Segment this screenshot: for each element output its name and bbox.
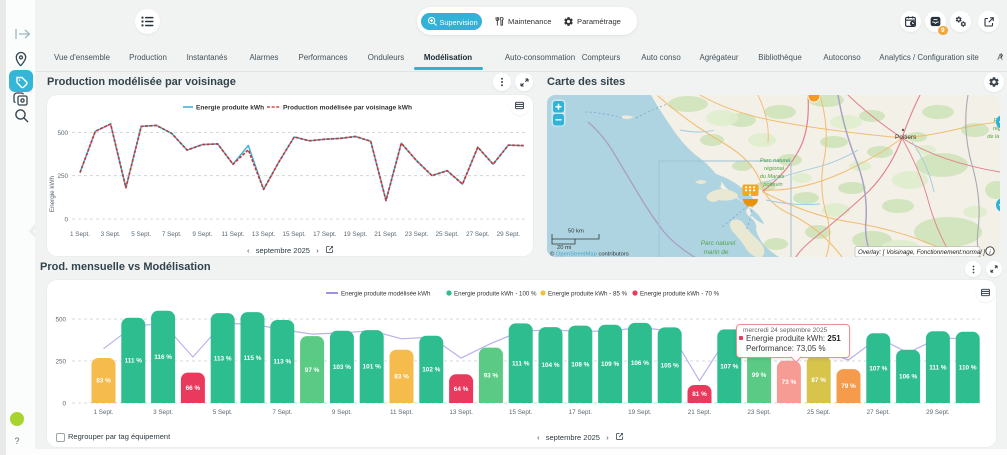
svg-text:5 Sept.: 5 Sept. xyxy=(213,409,233,416)
svg-text:© OpenStreetMap contributors: © OpenStreetMap contributors xyxy=(550,251,629,258)
svg-text:250: 250 xyxy=(57,173,68,180)
svg-text:17 Sept.: 17 Sept. xyxy=(569,409,593,416)
svg-text:3 Sept.: 3 Sept. xyxy=(153,409,173,416)
svg-text:111 %: 111 % xyxy=(929,364,947,371)
svg-text:25 Sept.: 25 Sept. xyxy=(435,231,459,238)
svg-text:105 %: 105 % xyxy=(661,362,679,369)
svg-text:29 Sept.: 29 Sept. xyxy=(926,409,950,416)
svg-text:23 Sept.: 23 Sept. xyxy=(747,409,771,416)
svg-text:107 %: 107 % xyxy=(720,363,738,370)
svg-text:73 %: 73 % xyxy=(782,379,797,386)
svg-text:83 %: 83 % xyxy=(394,374,409,381)
svg-text:13 Sept.: 13 Sept. xyxy=(252,231,276,238)
svg-text:64 %: 64 % xyxy=(454,386,469,393)
svg-text:106 %: 106 % xyxy=(899,374,917,381)
svg-text:106 %: 106 % xyxy=(631,360,649,367)
svg-text:du Marais: du Marais xyxy=(760,174,785,180)
svg-text:113 %: 113 % xyxy=(214,355,232,362)
svg-text:0: 0 xyxy=(62,401,66,408)
svg-text:1 Sept.: 1 Sept. xyxy=(70,231,90,238)
svg-text:de la B: de la B xyxy=(987,134,1000,140)
svg-text:7 Sept.: 7 Sept. xyxy=(272,409,292,416)
svg-text:107 %: 107 % xyxy=(869,365,887,372)
svg-text:102 %: 102 % xyxy=(422,367,440,374)
svg-text:83 %: 83 % xyxy=(96,378,111,385)
svg-text:101 %: 101 % xyxy=(363,364,381,371)
svg-text:29 Sept.: 29 Sept. xyxy=(497,231,521,238)
svg-text:Energie produite modélisée kWh: Energie produite modélisée kWh xyxy=(341,291,431,298)
svg-text:?: ? xyxy=(14,436,19,446)
svg-text:Parc naturel: Parc naturel xyxy=(760,158,791,164)
svg-text:97 %: 97 % xyxy=(305,367,320,374)
svg-text:Overlay: [ Voisinage, Fonction: Overlay: [ Voisinage, Fonctionnement:nor… xyxy=(858,249,985,256)
svg-text:9 Sept.: 9 Sept. xyxy=(332,409,352,416)
svg-text:103 %: 103 % xyxy=(333,364,351,371)
svg-text:1 Sept.: 1 Sept. xyxy=(94,409,114,416)
svg-text:27 Sept.: 27 Sept. xyxy=(867,409,891,416)
svg-text:i: i xyxy=(989,249,991,256)
svg-text:50 km: 50 km xyxy=(568,229,584,235)
svg-text:15 Sept.: 15 Sept. xyxy=(282,231,306,238)
svg-text:111 %: 111 % xyxy=(125,358,143,365)
svg-text:3 Sept.: 3 Sept. xyxy=(101,231,121,238)
svg-text:7 Sept.: 7 Sept. xyxy=(162,231,182,238)
svg-text:5 Sept.: 5 Sept. xyxy=(131,231,151,238)
svg-text:93 %: 93 % xyxy=(484,373,499,380)
svg-text:87 %: 87 % xyxy=(811,377,826,384)
svg-text:Energie produite kWh - 100 %: Energie produite kWh - 100 % xyxy=(454,291,537,298)
svg-text:111 %: 111 % xyxy=(512,360,530,367)
svg-text:poitevin: poitevin xyxy=(762,182,782,188)
svg-text:81 %: 81 % xyxy=(692,391,707,398)
svg-text:109 %: 109 % xyxy=(601,361,619,368)
svg-text:17 Sept.: 17 Sept. xyxy=(313,231,337,238)
svg-text:116 %: 116 % xyxy=(154,354,172,361)
svg-text:500: 500 xyxy=(55,317,66,324)
svg-text:79 %: 79 % xyxy=(841,383,856,390)
svg-text:11 Sept.: 11 Sept. xyxy=(222,231,245,238)
svg-text:27 Sept.: 27 Sept. xyxy=(466,231,490,238)
svg-text:250: 250 xyxy=(55,359,66,366)
svg-text:15 Sept.: 15 Sept. xyxy=(509,409,533,416)
svg-text:11 Sept.: 11 Sept. xyxy=(390,409,413,416)
svg-text:104 %: 104 % xyxy=(541,362,559,369)
svg-text:13 Sept.: 13 Sept. xyxy=(449,409,473,416)
svg-text:25 Sept.: 25 Sept. xyxy=(807,409,831,416)
svg-text:9 Sept.: 9 Sept. xyxy=(192,231,212,238)
svg-text:Parc naturel: Parc naturel xyxy=(701,240,736,247)
svg-text:500: 500 xyxy=(57,130,68,137)
svg-text:21 Sept.: 21 Sept. xyxy=(688,409,712,416)
svg-text:66 %: 66 % xyxy=(186,385,201,392)
svg-text:20 mi: 20 mi xyxy=(557,245,571,251)
svg-text:Energie produite kWh - 85 %: Energie produite kWh - 85 % xyxy=(548,291,628,298)
svg-text:108 %: 108 % xyxy=(571,362,589,369)
svg-text:Poitiers: Poitiers xyxy=(895,134,916,141)
svg-text:marin de: marin de xyxy=(704,249,729,256)
svg-text:113 %: 113 % xyxy=(273,359,291,366)
svg-text:99 %: 99 % xyxy=(752,372,767,379)
svg-text:21 Sept.: 21 Sept. xyxy=(374,231,398,238)
svg-text:régional: régional xyxy=(764,166,785,172)
svg-text:Energie produite kWh - 70 %: Energie produite kWh - 70 % xyxy=(640,291,720,298)
svg-text:Production modélisée par voisi: Production modélisée par voisinage kWh xyxy=(283,105,412,112)
svg-text:19 Sept.: 19 Sept. xyxy=(344,231,368,238)
svg-text:19 Sept.: 19 Sept. xyxy=(628,409,652,416)
svg-text:rég: rég xyxy=(993,126,1000,132)
svg-text:110 %: 110 % xyxy=(959,365,977,372)
svg-text:0: 0 xyxy=(64,217,68,224)
svg-text:Energie produite kWh: Energie produite kWh xyxy=(196,105,264,112)
svg-text:Energie kWh: Energie kWh xyxy=(49,176,56,213)
svg-text:115 %: 115 % xyxy=(244,355,262,362)
svg-text:23 Sept.: 23 Sept. xyxy=(405,231,429,238)
